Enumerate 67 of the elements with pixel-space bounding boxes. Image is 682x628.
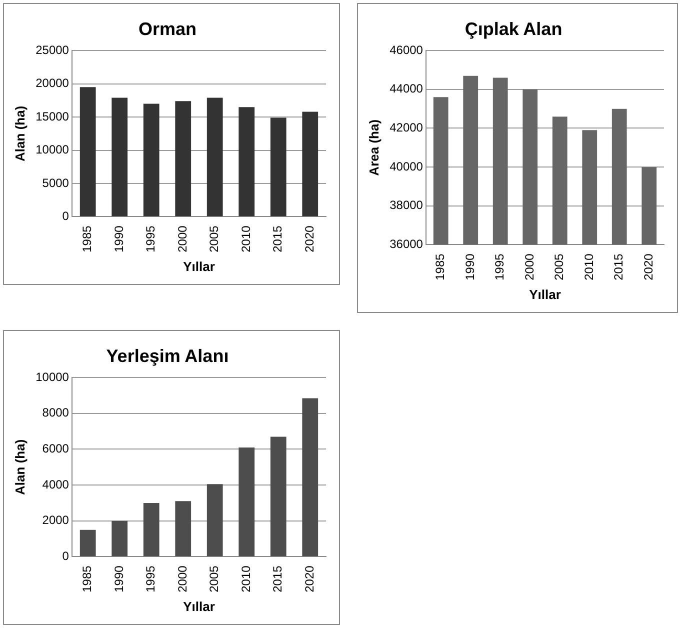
bar (112, 98, 128, 216)
x-tick-label: 1995 (144, 565, 158, 592)
x-tick-label: 2005 (207, 225, 222, 252)
bar (206, 484, 223, 556)
y-tick-label: 10000 (36, 370, 70, 384)
y-tick-label: 42000 (390, 120, 424, 135)
bar (270, 118, 286, 216)
x-tick-label: 2010 (582, 253, 596, 280)
x-tick-label: 2020 (302, 565, 316, 592)
y-tick-label: 15000 (36, 109, 70, 124)
bar (270, 436, 286, 556)
x-axis-title: Yıllar (529, 286, 561, 302)
y-tick-label: 6000 (42, 442, 70, 456)
x-tick-label: 2000 (175, 565, 190, 592)
bar (80, 530, 96, 556)
bar (302, 112, 318, 216)
x-tick-label: 1995 (492, 253, 507, 280)
x-tick-label: 1990 (462, 253, 477, 280)
bar (175, 101, 192, 216)
x-tick-label: 1985 (80, 565, 94, 592)
y-tick-label: 2000 (42, 513, 70, 528)
x-tick-label: 2015 (270, 565, 285, 592)
y-tick-label: 25000 (36, 42, 70, 57)
y-tick-label: 36000 (390, 237, 424, 252)
y-tick-label: 40000 (390, 159, 424, 174)
y-axis-title: Alan (ha) (12, 106, 28, 162)
y-tick-label: 38000 (390, 198, 424, 212)
chart-title: Orman (138, 18, 197, 39)
y-axis-title: Area (ha) (366, 119, 382, 176)
y-tick-label: 0 (62, 209, 70, 224)
y-tick-label: 44000 (390, 82, 424, 96)
x-tick-label: 2010 (238, 225, 253, 252)
bar (143, 104, 160, 216)
y-tick-label: 0 (62, 549, 70, 564)
x-tick-label: 2010 (238, 565, 253, 592)
x-tick-label: 2005 (207, 565, 222, 592)
y-axis-title: Alan (ha) (12, 439, 28, 495)
bar (302, 398, 318, 556)
y-tick-label: 46000 (390, 42, 424, 57)
bar (143, 502, 160, 556)
y-tick-label: 20000 (36, 76, 70, 90)
bar (238, 107, 255, 216)
x-tick-label: 1990 (112, 225, 126, 252)
chart-title: Çıplak Alan (464, 18, 562, 39)
x-axis-title: Yıllar (183, 258, 215, 274)
x-tick-label: 2020 (641, 253, 656, 280)
y-tick-label: 4000 (42, 477, 70, 492)
bar (80, 87, 96, 216)
bar (112, 520, 128, 556)
x-tick-label: 1990 (112, 565, 126, 592)
x-tick-label: 2005 (552, 253, 566, 280)
x-tick-label: 1985 (433, 253, 448, 280)
chart-title: Yerleşim Alanı (106, 346, 229, 366)
x-tick-label: 1985 (80, 225, 94, 252)
x-tick-label: 2015 (270, 225, 285, 252)
y-tick-label: 5000 (42, 176, 70, 190)
x-tick-label: 2000 (522, 253, 536, 280)
bar (206, 98, 223, 216)
y-tick-label: 10000 (36, 142, 70, 157)
x-tick-label: 2015 (612, 253, 626, 280)
y-tick-label: 8000 (42, 406, 70, 420)
x-tick-label: 2000 (175, 225, 190, 252)
bar (175, 501, 192, 556)
x-axis-title: Yıllar (183, 598, 215, 614)
x-tick-label: 2020 (302, 225, 316, 252)
x-tick-label: 1995 (144, 225, 158, 252)
bar (238, 447, 255, 556)
